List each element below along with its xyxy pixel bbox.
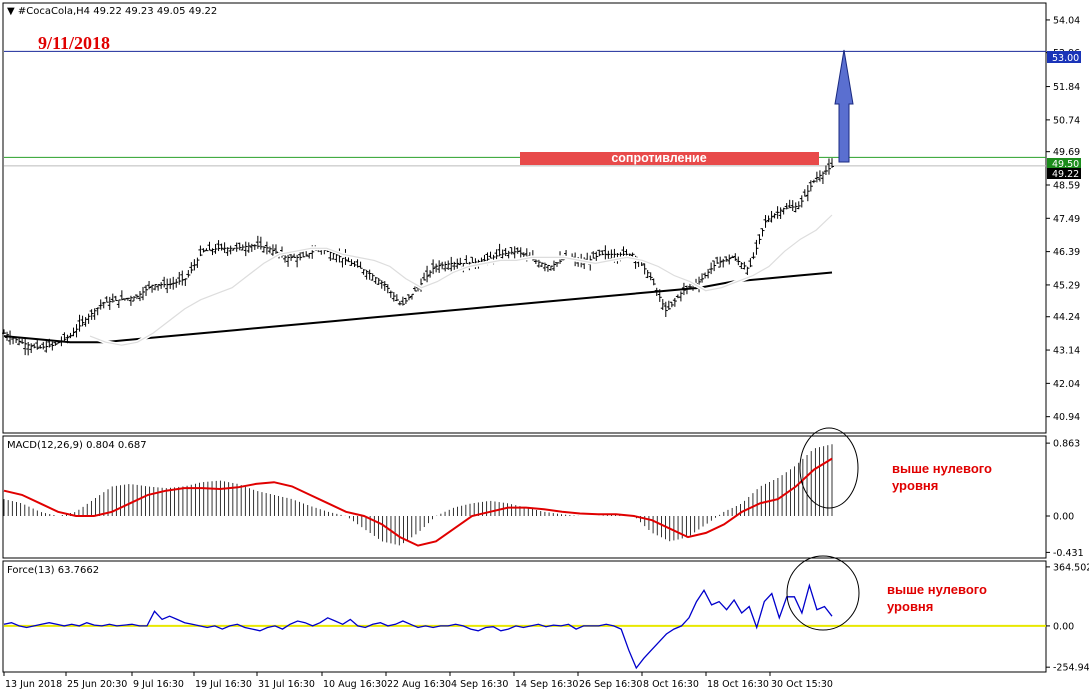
macd-label: MACD(12,26,9) 0.804 0.687 bbox=[7, 440, 147, 451]
price-tick-label: 54.04 bbox=[1053, 15, 1080, 26]
force-label: Force(13) 63.7662 bbox=[7, 565, 99, 576]
price-tick-label: 40.94 bbox=[1053, 412, 1080, 423]
macd-pane bbox=[2, 435, 1047, 559]
price-pane bbox=[2, 2, 1047, 434]
force-tick-label: 0.00 bbox=[1053, 621, 1074, 632]
macd-annotation-2: уровня bbox=[892, 478, 938, 493]
price-tag-blue-bg bbox=[1047, 51, 1081, 63]
symbol-header: ▼ #CocaCola,H4 49.22 49.23 49.05 49.22 bbox=[7, 6, 217, 17]
price-tick-label: 42.04 bbox=[1053, 379, 1080, 390]
price-tick-label: 46.39 bbox=[1053, 247, 1080, 258]
date-label: 9/11/2018 bbox=[38, 33, 110, 53]
macd-highlight-circle bbox=[799, 427, 859, 509]
time-tick-label: 14 Sep 16:30 bbox=[515, 679, 578, 690]
time-tick-label: 8 Oct 16:30 bbox=[643, 679, 699, 690]
time-tick-label: 10 Aug 16:30 bbox=[323, 679, 387, 690]
price-tick-label: 50.74 bbox=[1053, 115, 1080, 126]
macd-series bbox=[3, 444, 833, 547]
price-tag-black: 49.22 bbox=[1052, 169, 1079, 180]
resistance-box bbox=[520, 152, 819, 165]
price-series bbox=[2, 158, 834, 356]
price-axis: 54.0452.9651.8450.7449.6948.5947.4946.39… bbox=[1046, 15, 1080, 423]
force-highlight-circle bbox=[786, 555, 860, 631]
price-tag-green-bg bbox=[1047, 158, 1081, 169]
force-series bbox=[3, 583, 1046, 670]
macd-tick-label: 0.863 bbox=[1053, 439, 1080, 450]
time-tick-label: 9 Jul 16:30 bbox=[133, 679, 184, 690]
macd-annotation-1: выше нулевого bbox=[892, 461, 992, 476]
price-tag-black-bg bbox=[1047, 168, 1081, 179]
force-axis: 364.5027 0.00 -254.940 bbox=[1046, 562, 1089, 674]
resistance-label: сопротивление bbox=[611, 151, 706, 165]
price-tick-label: 44.24 bbox=[1053, 312, 1080, 323]
time-tick-label: 19 Jul 16:30 bbox=[195, 679, 252, 690]
time-axis: 13 Jun 2018 25 Jun 20:30 9 Jul 16:30 19 Jul… bbox=[3, 672, 833, 690]
sma-fast-line bbox=[89, 214, 833, 346]
force-annotation-1: выше нулевого bbox=[887, 582, 987, 597]
macd-signal-line bbox=[3, 457, 833, 547]
price-tick-label: 45.29 bbox=[1053, 280, 1080, 291]
force-tick-label: 364.5027 bbox=[1053, 562, 1089, 573]
time-tick-label: 13 Jun 2018 bbox=[5, 679, 62, 690]
force-annotation-2: уровня bbox=[887, 599, 933, 614]
price-tag-blue: 53.00 bbox=[1052, 53, 1079, 64]
price-tick-label: 47.49 bbox=[1053, 214, 1080, 225]
time-tick-label: 31 Jul 16:30 bbox=[258, 679, 315, 690]
macd-tick-label: -0.431 bbox=[1053, 548, 1084, 559]
price-tag-green: 49.50 bbox=[1052, 159, 1079, 170]
time-tick-label: 30 Oct 15:30 bbox=[771, 679, 833, 690]
price-tick-label: 49.69 bbox=[1053, 147, 1080, 158]
time-tick-label: 26 Sep 16:30 bbox=[579, 679, 642, 690]
time-tick-label: 18 Oct 16:30 bbox=[707, 679, 769, 690]
macd-axis: 0.863 0.00 -0.431 bbox=[1046, 439, 1084, 559]
macd-tick-label: 0.00 bbox=[1053, 512, 1074, 523]
force-tick-label: -254.940 bbox=[1053, 663, 1089, 674]
price-tick-label: 43.14 bbox=[1053, 346, 1080, 357]
price-tick-label: 48.59 bbox=[1053, 180, 1080, 191]
force-pane bbox=[2, 560, 1047, 673]
time-tick-label: 4 Sep 16:30 bbox=[451, 679, 508, 690]
time-tick-label: 22 Aug 16:30 bbox=[387, 679, 451, 690]
up-arrow-icon bbox=[834, 49, 854, 163]
force-line bbox=[3, 583, 833, 670]
price-tick-label: 51.84 bbox=[1053, 82, 1080, 93]
time-tick-label: 25 Jun 20:30 bbox=[67, 679, 127, 690]
